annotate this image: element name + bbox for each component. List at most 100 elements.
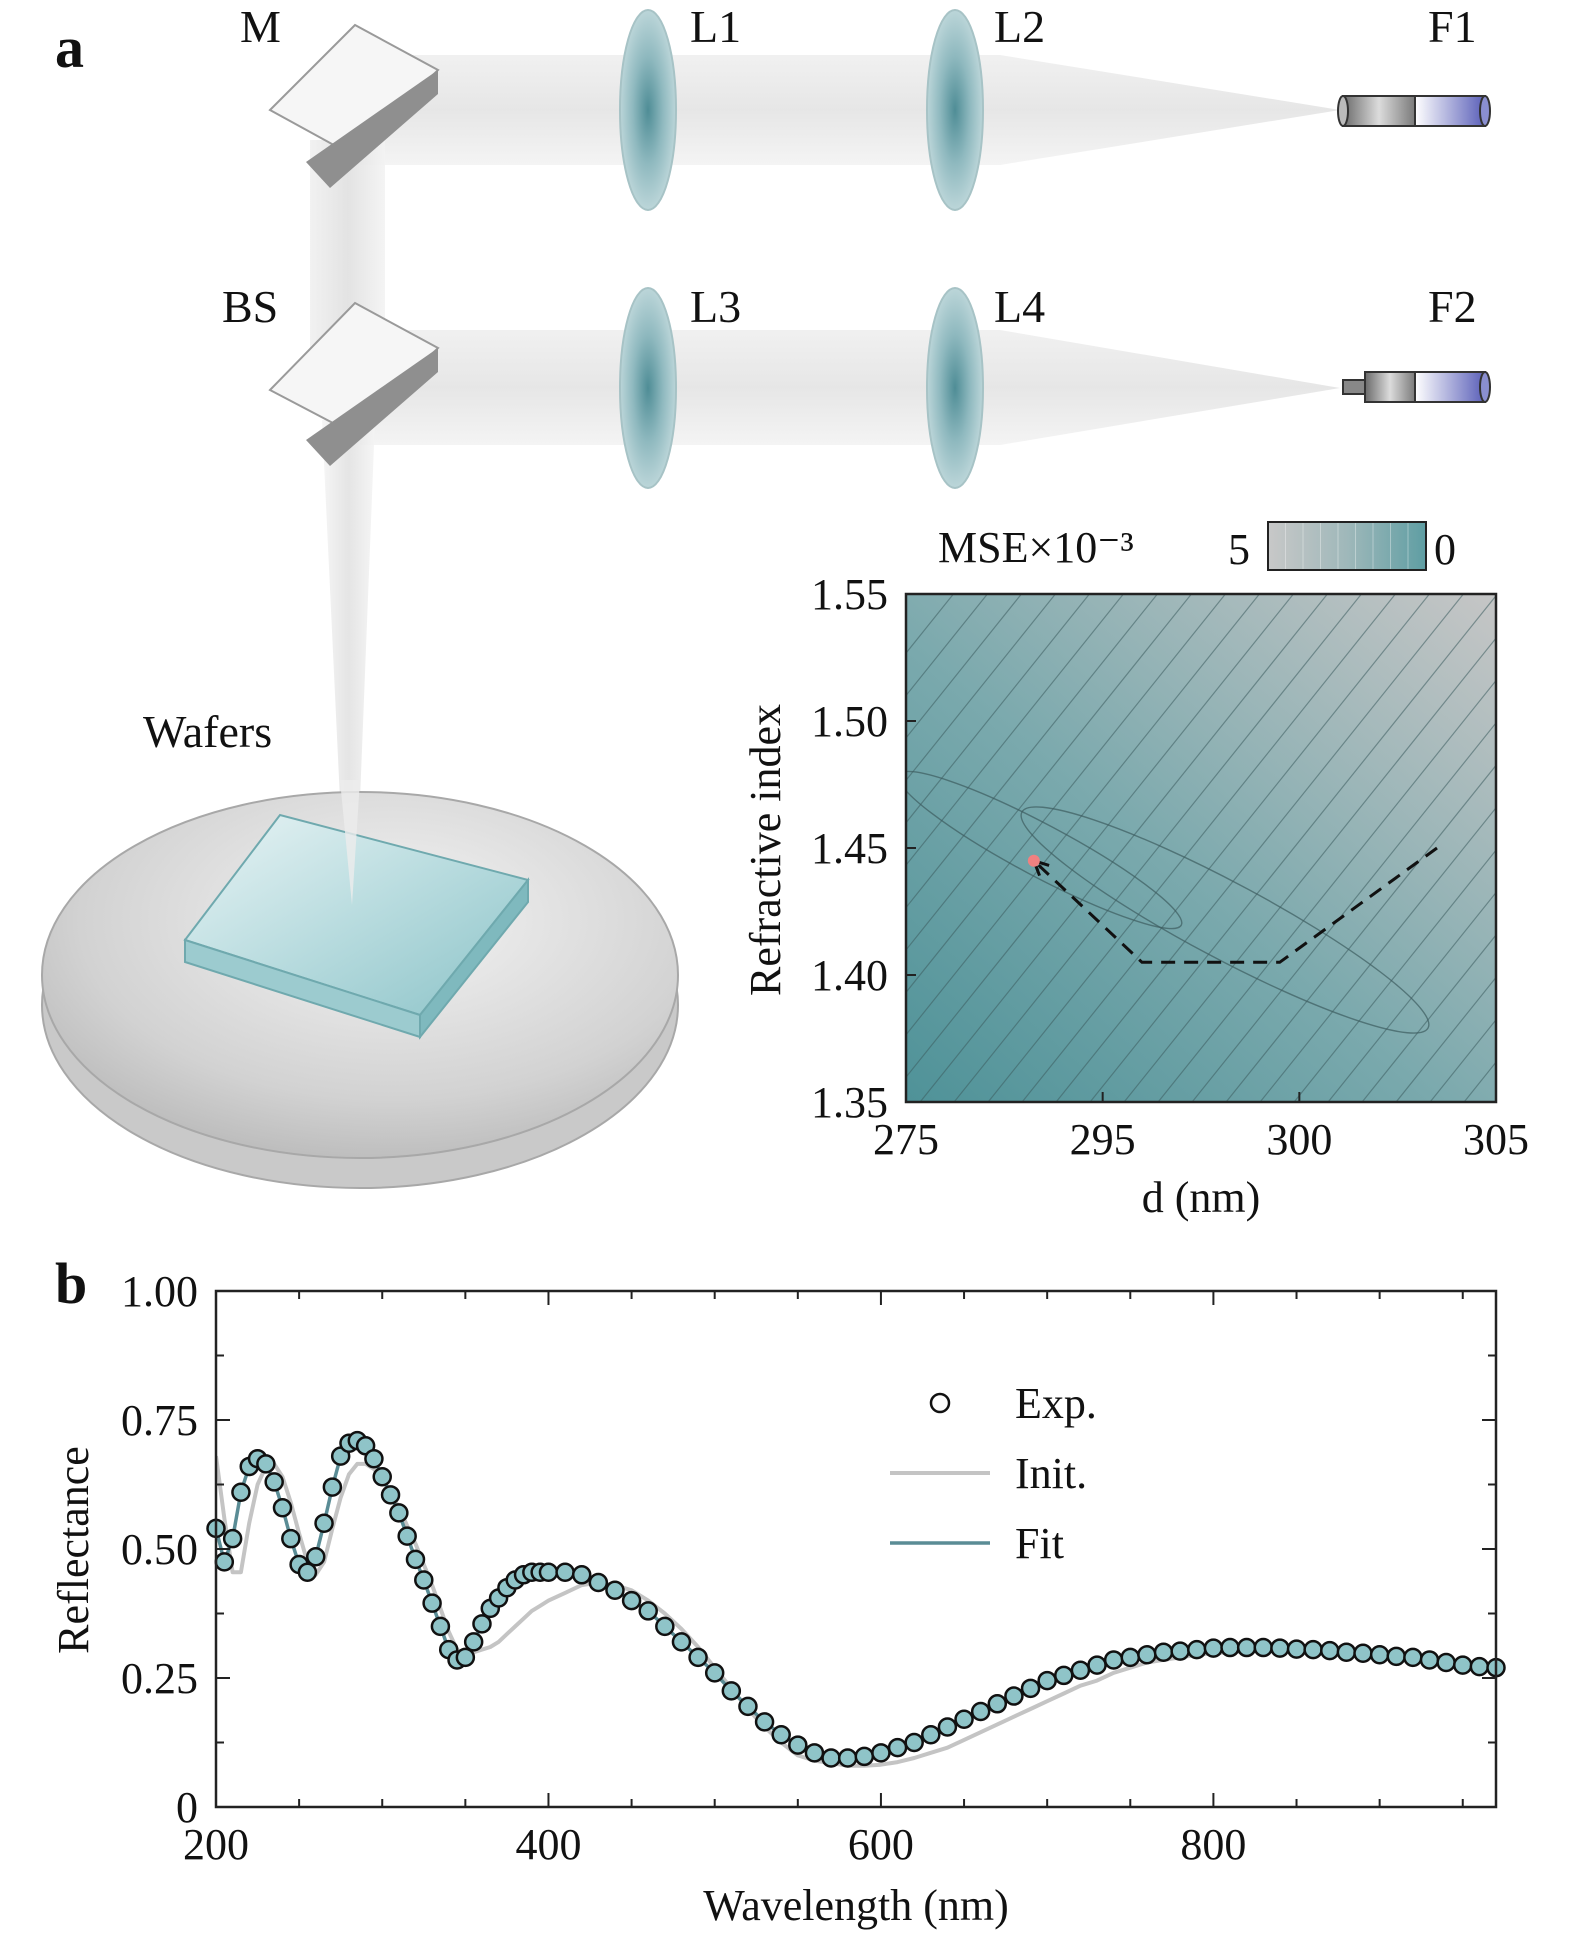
exp-marker [1087,1655,1107,1675]
contour-line [906,594,1159,909]
exp-marker [821,1748,841,1768]
lens-label-l4: L4 [994,281,1045,332]
exp-marker [1369,1645,1390,1665]
ref-ytick-label: 1.00 [121,1267,198,1316]
exp-marker [987,1694,1008,1714]
optimization-path [1027,846,1438,964]
exp-marker [1320,1640,1340,1661]
exp-marker [1236,1637,1257,1658]
colorbar-min-label: 5 [1228,525,1250,574]
exp-marker [605,1580,625,1601]
fiber-f2 [1342,371,1491,403]
exp-marker [305,1546,326,1567]
contour-line [1157,679,1496,1102]
exp-marker [1469,1656,1490,1677]
lens-label-l2: L2 [994,1,1045,52]
mirror [268,23,440,188]
exp-marker [463,1632,484,1652]
contour-line [906,594,1057,782]
exp-marker [671,1632,692,1652]
mse-ytick-label: 1.35 [811,1078,888,1127]
exp-marker [1419,1650,1440,1670]
beamsplitter [268,301,440,466]
exp-marker [1336,1642,1357,1662]
fiber-f1 [1337,95,1491,127]
exp-marker [721,1681,742,1701]
legend-label: Init. [1015,1449,1087,1498]
reflectance-ylabel: Reflectance [49,1446,98,1654]
exp-marker [538,1562,559,1582]
colorbar [1267,521,1427,571]
contour-line [1123,637,1496,1102]
exp-marker [389,1503,409,1523]
reflectance-lines [216,1438,1496,1768]
exp-marker [954,1709,974,1730]
exp-marker [804,1743,825,1763]
contour-line [1259,806,1496,1102]
contour-line [906,594,1193,951]
exp-marker [1386,1646,1407,1667]
legend-marker [929,1392,951,1414]
lens-l1 [619,9,677,211]
exp-marker [854,1746,875,1767]
ref-ytick-label: 0.75 [121,1396,198,1445]
exp-marker [1020,1678,1041,1699]
exp-marker [314,1513,334,1533]
exp-marker [297,1562,318,1582]
contour-line [1293,849,1496,1102]
mse-map-ticks: 275 295 300 305 1.55 1.50 1.45 1.40 1.35 [811,570,1529,1164]
contour-line [1327,891,1496,1102]
legend: Exp. Init. Fit [890,1379,1097,1568]
exp-marker [871,1743,891,1763]
exp-marker [422,1593,442,1613]
reflectance-xlabel: Wavelength (nm) [703,1881,1009,1930]
contour-line [906,594,1023,739]
exp-marker [1453,1655,1473,1675]
beamsplitter-label: BS [222,281,278,332]
series-line-fit [216,1438,1496,1760]
exp-marker [256,1454,276,1474]
lens-l2 [926,9,984,211]
ref-xtick-label: 800 [1180,1820,1246,1869]
exp-marker [1120,1647,1141,1668]
mse-ytick-label: 1.40 [811,951,888,1000]
legend-label: Fit [1015,1519,1064,1568]
reflectance-ticks: 200 400 600 800 0 0.25 0.50 0.75 1.00 [121,1267,1496,1869]
mse-map [904,592,1498,1104]
exp-marker [921,1725,941,1745]
exp-marker [231,1482,251,1502]
mse-colorbar-title: MSE×10⁻³ [938,523,1134,572]
exp-marker [904,1732,924,1753]
exp-marker [397,1526,417,1546]
fiber-label-f2: F2 [1428,281,1477,332]
mse-xtick-label: 295 [1070,1115,1136,1164]
exp-marker [1153,1642,1174,1662]
mse-ytick-label: 1.45 [811,824,888,873]
exp-marker [455,1647,476,1668]
exp-marker [1187,1639,1207,1660]
exp-marker [621,1590,642,1611]
panel-label-a: a [55,15,84,80]
exp-marker [405,1549,426,1570]
exp-marker [1070,1660,1091,1681]
mse-xlabel: d (nm) [1142,1173,1261,1222]
exp-marker [380,1485,401,1505]
lens-label-l1: L1 [690,1,741,52]
exp-marker [1286,1639,1307,1659]
exp-marker [281,1528,301,1549]
exp-marker [1220,1637,1240,1658]
optimization-path-line [1032,846,1438,964]
mse-map-background [906,594,1496,1102]
exp-marker [322,1477,343,1497]
contour-ellipse [906,770,1183,930]
exp-marker [1170,1641,1190,1661]
mse-xtick-label: 300 [1266,1115,1332,1164]
exp-marker [887,1737,908,1758]
exp-marker [655,1616,675,1637]
exp-marker [1203,1638,1224,1658]
exp-marker [1253,1637,1274,1658]
fiber-label-f1: F1 [1428,1,1477,52]
legend-label: Exp. [1015,1379,1097,1428]
exp-marker [738,1696,758,1717]
